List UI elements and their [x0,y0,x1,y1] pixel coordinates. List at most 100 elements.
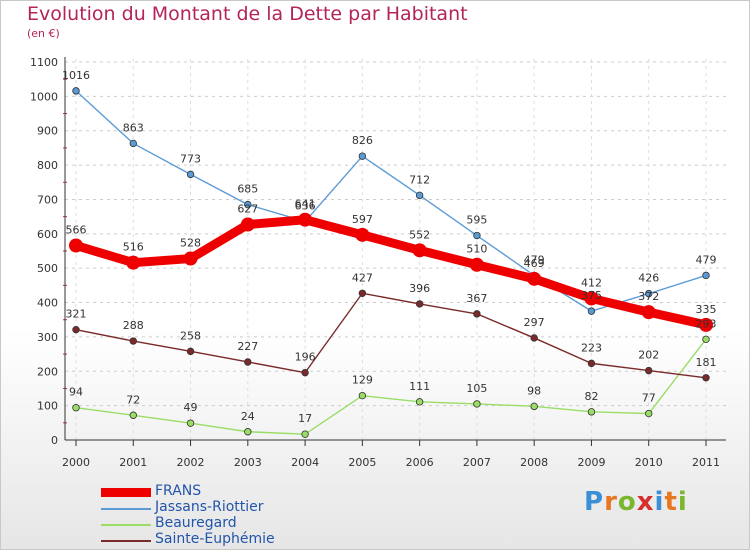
legend-swatch [101,508,151,510]
x-tick-label: 2004 [291,456,319,469]
data-label: 202 [638,349,659,362]
logo-letter: i [677,487,688,517]
data-label: 72 [126,393,140,406]
data-label: 773 [180,152,201,165]
y-tick-label: 0 [51,434,58,447]
data-point [645,366,653,375]
data-point [415,300,424,308]
data-point [183,251,198,266]
data-point [186,347,195,356]
legend-swatch [101,540,151,542]
data-point [645,409,653,418]
data-label: 293 [696,317,717,330]
legend-label: Jassans-Riottier [155,499,264,515]
data-label: 510 [466,243,487,256]
chart-title: Evolution du Montant de la Dette par Hab… [27,3,468,25]
data-label: 367 [466,292,487,305]
data-label: 105 [466,382,487,395]
data-label: 196 [295,351,316,364]
x-tick-label: 2002 [177,456,205,469]
x-tick-label: 2006 [406,456,434,469]
x-tick-label: 2005 [348,456,376,469]
data-point [412,243,427,258]
data-point [702,271,710,280]
data-label: 98 [527,384,541,397]
data-label: 863 [123,121,144,134]
data-point [186,170,195,179]
data-label: 17 [298,412,312,425]
data-point [587,307,596,315]
data-point [126,255,141,270]
data-label: 24 [241,410,255,423]
data-label: 77 [642,392,656,405]
data-point [469,257,484,272]
data-point [301,368,309,377]
series-line-sainte-euph-mie [75,292,707,379]
data-point [587,359,596,368]
data-label: 258 [180,329,201,342]
data-point [702,335,710,344]
data-label: 479 [524,253,545,266]
data-point [72,325,80,334]
x-tick-label: 2000 [62,456,90,469]
data-point [530,402,538,411]
data-point [244,428,252,436]
proxiti-logo: Proxiti [584,487,688,517]
data-label: 516 [123,241,144,254]
logo-letter: r [604,487,618,517]
x-tick-label: 2001 [119,456,147,469]
data-label: 597 [352,213,373,226]
legend-swatch [101,488,151,497]
data-point [298,212,313,227]
data-point [358,289,367,297]
legend-item: FRANS [101,483,361,501]
data-label: 712 [409,173,430,186]
data-label: 479 [696,253,717,266]
data-label: 528 [180,237,201,250]
data-label: 627 [237,203,258,216]
y-tick-label: 200 [37,365,58,378]
series-line-frans [74,215,707,330]
data-point [645,289,653,298]
data-label: 375 [581,289,602,302]
series-line-jassans-riottier [75,90,707,312]
y-tick-label: 500 [37,262,58,275]
legend-item: Beauregard [101,515,361,533]
logo-letter: i [654,487,665,517]
legend-swatch [101,524,151,526]
x-tick-label: 2003 [234,456,262,469]
x-tick-label: 2009 [577,456,605,469]
data-label: 469 [524,257,545,270]
data-label: 641 [295,198,316,211]
data-point [355,227,370,242]
data-point [641,305,656,320]
data-point [129,411,137,419]
data-label: 826 [352,134,373,147]
data-point [473,310,481,318]
data-label: 372 [638,290,659,303]
data-label: 595 [466,214,487,227]
data-label: 566 [66,224,87,237]
data-point [699,317,713,332]
data-point [702,374,710,382]
legend-label: Sainte-Euphémie [155,531,275,547]
logo-letter: o [617,487,637,517]
series-line-beauregard [75,338,707,435]
data-label: 227 [237,340,258,353]
data-point [473,400,481,408]
y-tick-label: 300 [37,331,58,344]
data-label: 82 [584,390,598,403]
y-tick-label: 900 [37,125,58,138]
data-label: 1016 [62,69,90,82]
y-tick-label: 1000 [30,90,58,103]
data-point [244,200,252,209]
data-label: 288 [123,319,144,332]
y-tick-label: 100 [37,400,58,413]
y-tick-label: 1100 [30,56,58,69]
logo-letter: P [584,487,605,517]
data-point [244,358,252,366]
data-point [69,238,83,253]
data-label: 412 [581,276,602,289]
data-point [240,217,255,232]
data-point [129,139,137,148]
